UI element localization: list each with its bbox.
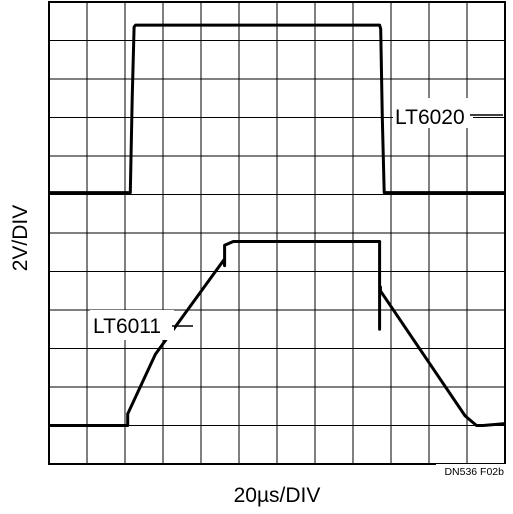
plot-frame xyxy=(48,1,506,465)
lt6011-label: LT6011 xyxy=(93,315,161,338)
y-axis-label: 2V/DIV xyxy=(9,205,32,272)
traces xyxy=(49,23,506,427)
figure-code: DN536 F02b xyxy=(444,466,504,478)
x-axis-label: 20µs/DIV xyxy=(234,484,321,507)
trace-lt6011 xyxy=(49,240,506,427)
lt6020-label: LT6020 xyxy=(395,106,465,129)
grid xyxy=(49,2,505,464)
trace-lt6020 xyxy=(49,23,505,195)
